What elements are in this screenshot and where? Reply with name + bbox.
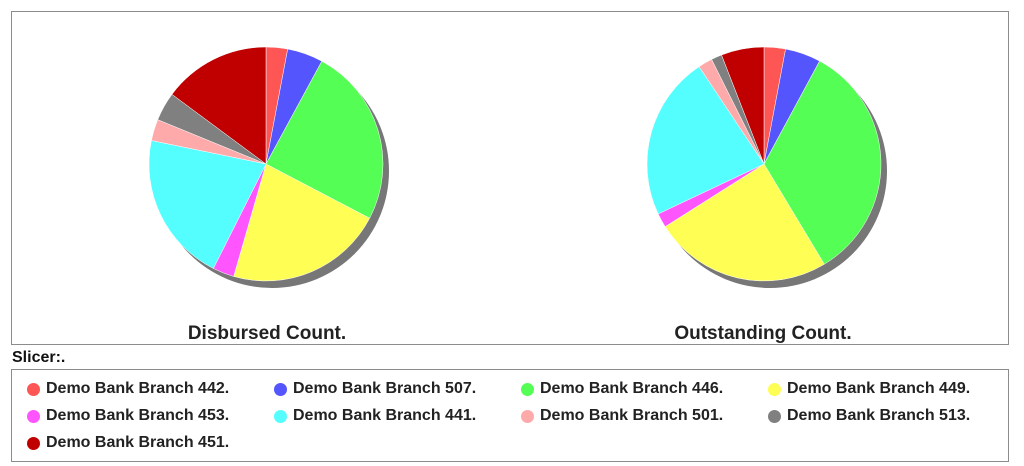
legend-color-dot (27, 409, 40, 423)
pie-charts-canvas: Disbursed Count. Outstanding Count. (148, 46, 887, 344)
pie-slice-demo-bank-branch-441[interactable] (148, 140, 267, 269)
legend-color-dot (768, 382, 781, 396)
legend-color-dot (27, 436, 40, 450)
legend-item-label: Demo Bank Branch 446. (540, 380, 724, 397)
charts-panel: Disbursed Count. Outstanding Count. (11, 11, 1009, 345)
legend-item-label: Demo Bank Branch 513. (787, 407, 971, 424)
pie-slice-demo-bank-branch-441[interactable] (646, 66, 765, 215)
legend-color-dot (521, 409, 534, 423)
legend-item-demo-bank-branch-453[interactable]: Demo Bank Branch 453. (27, 405, 229, 427)
legend-item-label: Demo Bank Branch 507. (293, 380, 477, 397)
slicer-label: Slicer:. (12, 349, 66, 366)
pie-slice-demo-bank-branch-446[interactable] (265, 60, 384, 219)
legend-item-demo-bank-branch-513[interactable]: Demo Bank Branch 513. (768, 405, 970, 427)
legend-panel: Demo Bank Branch 442. Demo Bank Branch 50… (11, 369, 1009, 462)
outstanding-count-title: Outstanding Count. (674, 323, 851, 344)
legend-item-label: Demo Bank Branch 453. (46, 407, 230, 424)
legend-color-dot (768, 409, 781, 423)
pie-slice-demo-bank-branch-446[interactable] (763, 60, 882, 265)
legend-color-dot (274, 382, 287, 396)
pie-slice-demo-bank-branch-451[interactable] (171, 46, 267, 165)
legend-item-demo-bank-branch-441[interactable]: Demo Bank Branch 441. (274, 405, 476, 427)
legend-item-demo-bank-branch-451[interactable]: Demo Bank Branch 451. (27, 432, 229, 454)
legend-item-demo-bank-branch-446[interactable]: Demo Bank Branch 446. (521, 378, 723, 400)
disbursed-count-pie (148, 46, 389, 288)
legend-item-demo-bank-branch-449[interactable]: Demo Bank Branch 449. (768, 378, 970, 400)
legend-item-label: Demo Bank Branch 501. (540, 407, 724, 424)
legend-item-label: Demo Bank Branch 449. (787, 380, 971, 397)
legend-item-label: Demo Bank Branch 442. (46, 380, 230, 397)
outstanding-count-pie (646, 46, 887, 288)
legend-color-dot (27, 382, 40, 396)
legend-item-demo-bank-branch-501[interactable]: Demo Bank Branch 501. (521, 405, 723, 427)
legend-color-dot (521, 382, 534, 396)
disbursed-count-title: Disbursed Count. (188, 323, 346, 344)
pie-slice-demo-bank-branch-449[interactable] (664, 163, 825, 282)
legend-item-demo-bank-branch-507[interactable]: Demo Bank Branch 507. (274, 378, 476, 400)
pie-slice-demo-bank-branch-451[interactable] (721, 46, 765, 165)
pie-slice-demo-bank-branch-449[interactable] (233, 163, 370, 282)
legend-item-label: Demo Bank Branch 451. (46, 434, 230, 451)
legend-item-label: Demo Bank Branch 441. (293, 407, 477, 424)
legend-item-demo-bank-branch-442[interactable]: Demo Bank Branch 442. (27, 378, 229, 400)
legend-color-dot (274, 409, 287, 423)
